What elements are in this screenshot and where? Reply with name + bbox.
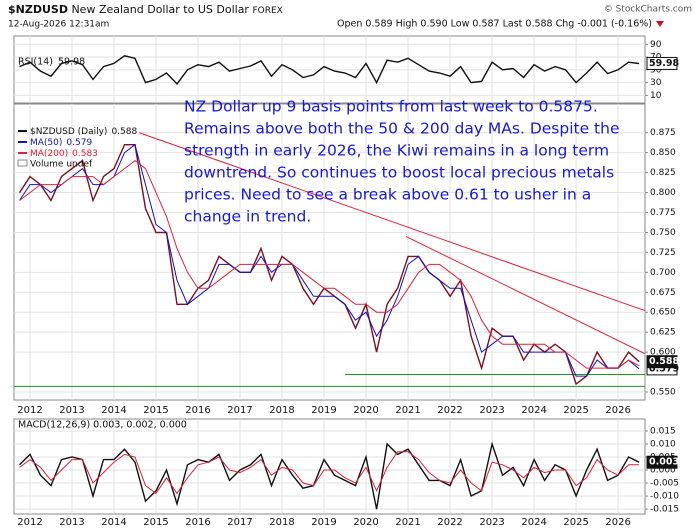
last-value-label: 0.588 bbox=[649, 356, 679, 367]
x-tick-label: 2020 bbox=[353, 517, 378, 528]
x-tick-label: 2018 bbox=[269, 405, 294, 416]
x-tick-label: 2013 bbox=[59, 405, 84, 416]
y-tick-label: 0.675 bbox=[650, 288, 676, 298]
x-tick-label: 2015 bbox=[143, 517, 168, 528]
instrument-name: New Zealand Dollar to US Dollar bbox=[71, 3, 249, 16]
x-tick-label: 2021 bbox=[395, 517, 420, 528]
legend-value: 0.579 bbox=[66, 138, 92, 148]
series-line bbox=[18, 144, 640, 386]
series-line bbox=[19, 451, 640, 495]
legend-swatch bbox=[17, 159, 28, 167]
x-tick-label: 2017 bbox=[227, 517, 252, 528]
legend-value: 0.588 bbox=[111, 127, 137, 137]
x-tick-label: 2015 bbox=[143, 405, 168, 416]
y-tick-label: 0.725 bbox=[650, 248, 676, 258]
annotation: strength in early 2026, the Kiwi remains… bbox=[184, 142, 609, 160]
last-value-tag bbox=[646, 56, 678, 70]
x-tick-label: 2019 bbox=[311, 405, 336, 416]
last-value-label: 59.98 bbox=[649, 58, 679, 69]
annotation: prices. Need to see a break above 0.61 t… bbox=[184, 186, 591, 204]
x-tick-label: 2013 bbox=[59, 517, 84, 528]
x-tick-label: 2017 bbox=[227, 405, 252, 416]
x-tick-label: 2012 bbox=[17, 517, 42, 528]
legend-entry: MA(50) 0.579 bbox=[30, 138, 92, 148]
down-arrow bbox=[656, 21, 664, 27]
x-tick-label: 2014 bbox=[101, 405, 126, 416]
y-tick-label: 10 bbox=[650, 91, 662, 101]
y-tick-label: 0.625 bbox=[650, 328, 676, 338]
chart-header: $NZDUSD New Zealand Dollar to US Dollar … bbox=[8, 3, 283, 16]
y-tick-label: 0.650 bbox=[650, 308, 676, 318]
x-tick-label: 2019 bbox=[311, 517, 336, 528]
x-tick-label: 2021 bbox=[395, 405, 420, 416]
y-tick-label: 0.750 bbox=[650, 228, 676, 238]
legend-value: 0.583 bbox=[72, 149, 98, 159]
x-tick-label: 2025 bbox=[563, 517, 588, 528]
y-tick-label: 0.700 bbox=[650, 268, 676, 278]
y-tick-label: 0.825 bbox=[650, 168, 676, 178]
y-tick-label: 0.800 bbox=[650, 188, 676, 198]
legend-entry: MA(200) 0.583 bbox=[30, 149, 98, 159]
annotation: downtrend. So continues to boost local p… bbox=[184, 164, 614, 182]
annotation: Remains above both the 50 & 200 day MAs.… bbox=[184, 120, 620, 138]
x-tick-label: 2020 bbox=[353, 405, 378, 416]
quote: Open 0.589 High 0.590 Low 0.587 Last 0.5… bbox=[337, 19, 652, 30]
last-value-label: 0.579 bbox=[649, 363, 679, 374]
x-tick-label: 2023 bbox=[479, 517, 504, 528]
legend-name: $NZDUSD (Daily) bbox=[30, 127, 107, 137]
y-tick-label: 0.850 bbox=[650, 148, 676, 158]
y-tick-label: -0.015 bbox=[650, 505, 679, 515]
last-value-tag bbox=[646, 355, 678, 369]
y-tick-label: 0.775 bbox=[650, 208, 676, 218]
date: 12-Aug-2026 12:31am bbox=[8, 20, 109, 30]
x-tick-label: 2026 bbox=[605, 517, 630, 528]
x-tick-label: 2023 bbox=[479, 405, 504, 416]
y-tick-label: 0.010 bbox=[650, 439, 676, 449]
y-tick-label: 0.875 bbox=[650, 128, 676, 138]
x-tick-label: 2016 bbox=[185, 517, 210, 528]
annotation: NZ Dollar up 9 basis points from last we… bbox=[184, 98, 598, 116]
series-line bbox=[19, 441, 640, 510]
x-tick-label: 2026 bbox=[605, 405, 630, 416]
trend-line bbox=[405, 235, 646, 355]
last-value-label: 0.003 bbox=[649, 457, 679, 468]
legend-name: MA(200) bbox=[30, 149, 68, 159]
y-tick-label: -0.010 bbox=[650, 492, 679, 502]
x-tick-label: 2022 bbox=[437, 517, 462, 528]
y-tick-label: -0.005 bbox=[650, 479, 679, 489]
trend-line bbox=[139, 132, 646, 312]
y-tick-label: 0.600 bbox=[650, 348, 676, 358]
y-tick-label: 50 bbox=[650, 65, 662, 75]
copyright: © StockCharts.com bbox=[604, 5, 692, 15]
exchange: FOREX bbox=[252, 6, 282, 16]
panel-frame bbox=[13, 418, 646, 515]
x-tick-label: 2016 bbox=[185, 405, 210, 416]
x-tick-label: 2024 bbox=[521, 517, 546, 528]
x-tick-label: 2018 bbox=[269, 517, 294, 528]
symbol: $NZDUSD bbox=[8, 3, 68, 16]
last-value-tag bbox=[646, 455, 678, 469]
panel-title: RSI(14) bbox=[18, 57, 53, 68]
panel-last: 59.98 bbox=[58, 57, 85, 68]
series-line bbox=[19, 55, 640, 85]
y-tick-label: 0.000 bbox=[650, 466, 676, 476]
series-line bbox=[19, 159, 640, 369]
x-tick-label: 2014 bbox=[101, 517, 126, 528]
x-tick-label: 2012 bbox=[17, 405, 42, 416]
y-tick-label: 90 bbox=[650, 40, 662, 50]
y-tick-label: 30 bbox=[650, 78, 662, 88]
series-line bbox=[19, 143, 640, 377]
panel-title: MACD(12,26,9) 0.003, 0.002, 0.000 bbox=[18, 420, 187, 431]
y-tick-label: 0.015 bbox=[650, 426, 676, 436]
x-tick-label: 2025 bbox=[563, 405, 588, 416]
y-tick-label: 0.550 bbox=[650, 388, 676, 398]
legend-name: MA(50) bbox=[30, 138, 62, 148]
x-tick-label: 2024 bbox=[521, 405, 546, 416]
legend-entry: $NZDUSD (Daily) 0.588 bbox=[30, 127, 137, 137]
annotation: change in trend. bbox=[184, 208, 311, 226]
x-tick-label: 2022 bbox=[437, 405, 462, 416]
legend-entry: Volume undef bbox=[30, 160, 93, 170]
